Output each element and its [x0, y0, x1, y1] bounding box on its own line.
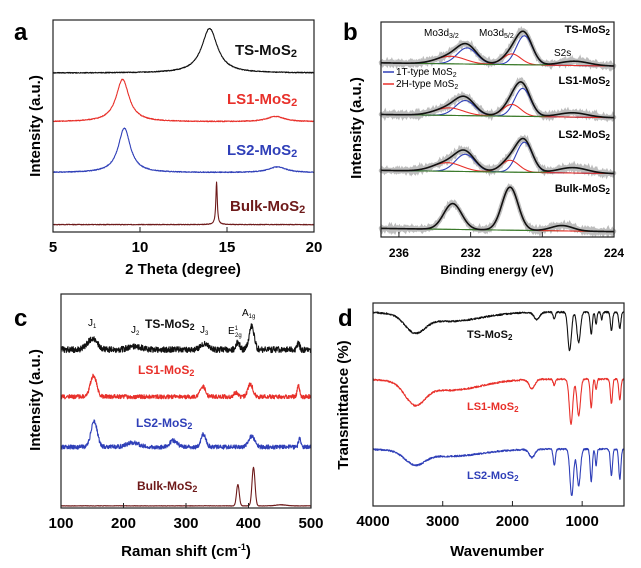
plot-frame [52, 19, 315, 233]
x-tick-label: 232 [461, 246, 481, 260]
x-tick-label: 236 [389, 246, 409, 260]
panel-b-label-ls2: LS2-MoS2 [558, 129, 610, 142]
x-tick-label: 1000 [565, 513, 598, 530]
series-line-bulk-mos2 [380, 186, 615, 233]
x-tick-label: 4000 [356, 513, 389, 530]
panel-b-label-bulk: Bulk-MoS2 [555, 183, 611, 196]
annotation-a1g: A1g [242, 308, 255, 320]
x-tick-label: 228 [532, 246, 552, 260]
panel-a-label-ls1: LS1-MoS2 [227, 91, 297, 109]
x-tick-label: 400 [236, 515, 261, 532]
annotation-mo3d32: Mo3d3/2 [424, 28, 459, 40]
plot-frame [380, 21, 615, 238]
panel-a-label-bulk: Bulk-MoS2 [230, 198, 305, 216]
x-tick-label: 3000 [426, 513, 459, 530]
panel-d-label-ls1: LS1-MoS2 [467, 401, 519, 414]
panel-label-a: a [14, 19, 28, 46]
x-tick-label: 100 [48, 515, 73, 532]
panel-b-xps: 236 232 228 224 [378, 21, 624, 260]
panel-c-ylabel: Intensity (a.u.) [27, 349, 44, 451]
x-tick-label: 5 [49, 239, 57, 256]
panel-b-label-ts: TS-MoS2 [565, 24, 611, 37]
panel-d-xlabel: Wavenumber [450, 543, 544, 560]
x-tick-label: 2000 [496, 513, 529, 530]
x-tick-label: 20 [306, 239, 323, 256]
annotation-j3: J3 [200, 325, 209, 337]
series-line-ls2-mos2 [380, 137, 615, 175]
panel-a-label-ls2: LS2-MoS2 [227, 142, 297, 160]
series-line-ts-mos2 [52, 27, 315, 74]
x-tick-label: 300 [173, 515, 198, 532]
panel-d-ftir: 4000 3000 2000 1000 [356, 302, 625, 530]
legend-label-2h: 2H-type MoS2 [396, 79, 458, 91]
panel-c-label-ls1: LS1-MoS2 [138, 363, 194, 378]
panel-b-legend: 1T-type MoS2 2H-type MoS2 [383, 67, 458, 91]
series-line-ts-mos2 [60, 323, 312, 354]
panel-d-label-ts: TS-MoS2 [467, 329, 513, 342]
panel-a-label-ts: TS-MoS2 [235, 42, 297, 60]
panel-label-d: d [338, 305, 353, 332]
annotation-mo3d52: Mo3d5/2 [479, 28, 514, 40]
annotation-s2s: S2s [554, 48, 571, 59]
x-tick-label: 500 [298, 515, 323, 532]
panel-a-ylabel: Intensity (a.u.) [27, 75, 44, 177]
series-line-ls2-mos2 [372, 447, 625, 497]
panel-b-ylabel: Intensity (a.u.) [348, 77, 365, 179]
panel-label-c: c [14, 305, 27, 332]
panel-b-label-ls1: LS1-MoS2 [558, 75, 610, 88]
plot-frame [372, 302, 625, 507]
panel-label-b: b [343, 19, 358, 46]
series-line-ls1-mos2 [52, 78, 315, 123]
panel-c-label-ts: TS-MoS2 [145, 317, 195, 332]
panel-c-label-bulk: Bulk-MoS2 [137, 479, 197, 494]
x-tick-label: 224 [604, 246, 624, 260]
legend-label-1t: 1T-type MoS2 [396, 67, 457, 79]
panel-c-xlabel: Raman shift (cm-1) [121, 542, 251, 560]
panel-a-xlabel: 2 Theta (degree) [125, 261, 241, 278]
panel-a-xrd: 5 10 15 20 [49, 19, 323, 256]
series-line-ls1-mos2 [372, 377, 625, 425]
panel-c-raman: 100 200 300 400 500 [48, 293, 324, 532]
x-tick-label: 15 [219, 239, 236, 256]
series-line-ls1-mos2 [380, 81, 615, 119]
x-tick-label: 10 [132, 239, 149, 256]
series-line-ls2-mos2 [60, 419, 312, 450]
series-line-ts-mos2 [380, 30, 615, 67]
panel-d-ylabel: Transmittance (%) [335, 340, 352, 469]
series-line-ts-mos2 [372, 310, 625, 352]
annotation-e2g: E1 2g [228, 326, 242, 339]
panel-b-xlabel: Binding energy (eV) [440, 263, 553, 277]
x-tick-label: 200 [111, 515, 136, 532]
panel-d-label-ls2: LS2-MoS2 [467, 470, 519, 483]
annotation-j1: J1 [88, 318, 97, 330]
series-line-ls1-mos2 [60, 373, 312, 400]
annotation-j2: J2 [131, 325, 140, 337]
series-line-ls2-mos2 [52, 127, 315, 174]
series-line-bulk-mos2 [52, 181, 315, 226]
panel-c-label-ls2: LS2-MoS2 [136, 416, 192, 431]
